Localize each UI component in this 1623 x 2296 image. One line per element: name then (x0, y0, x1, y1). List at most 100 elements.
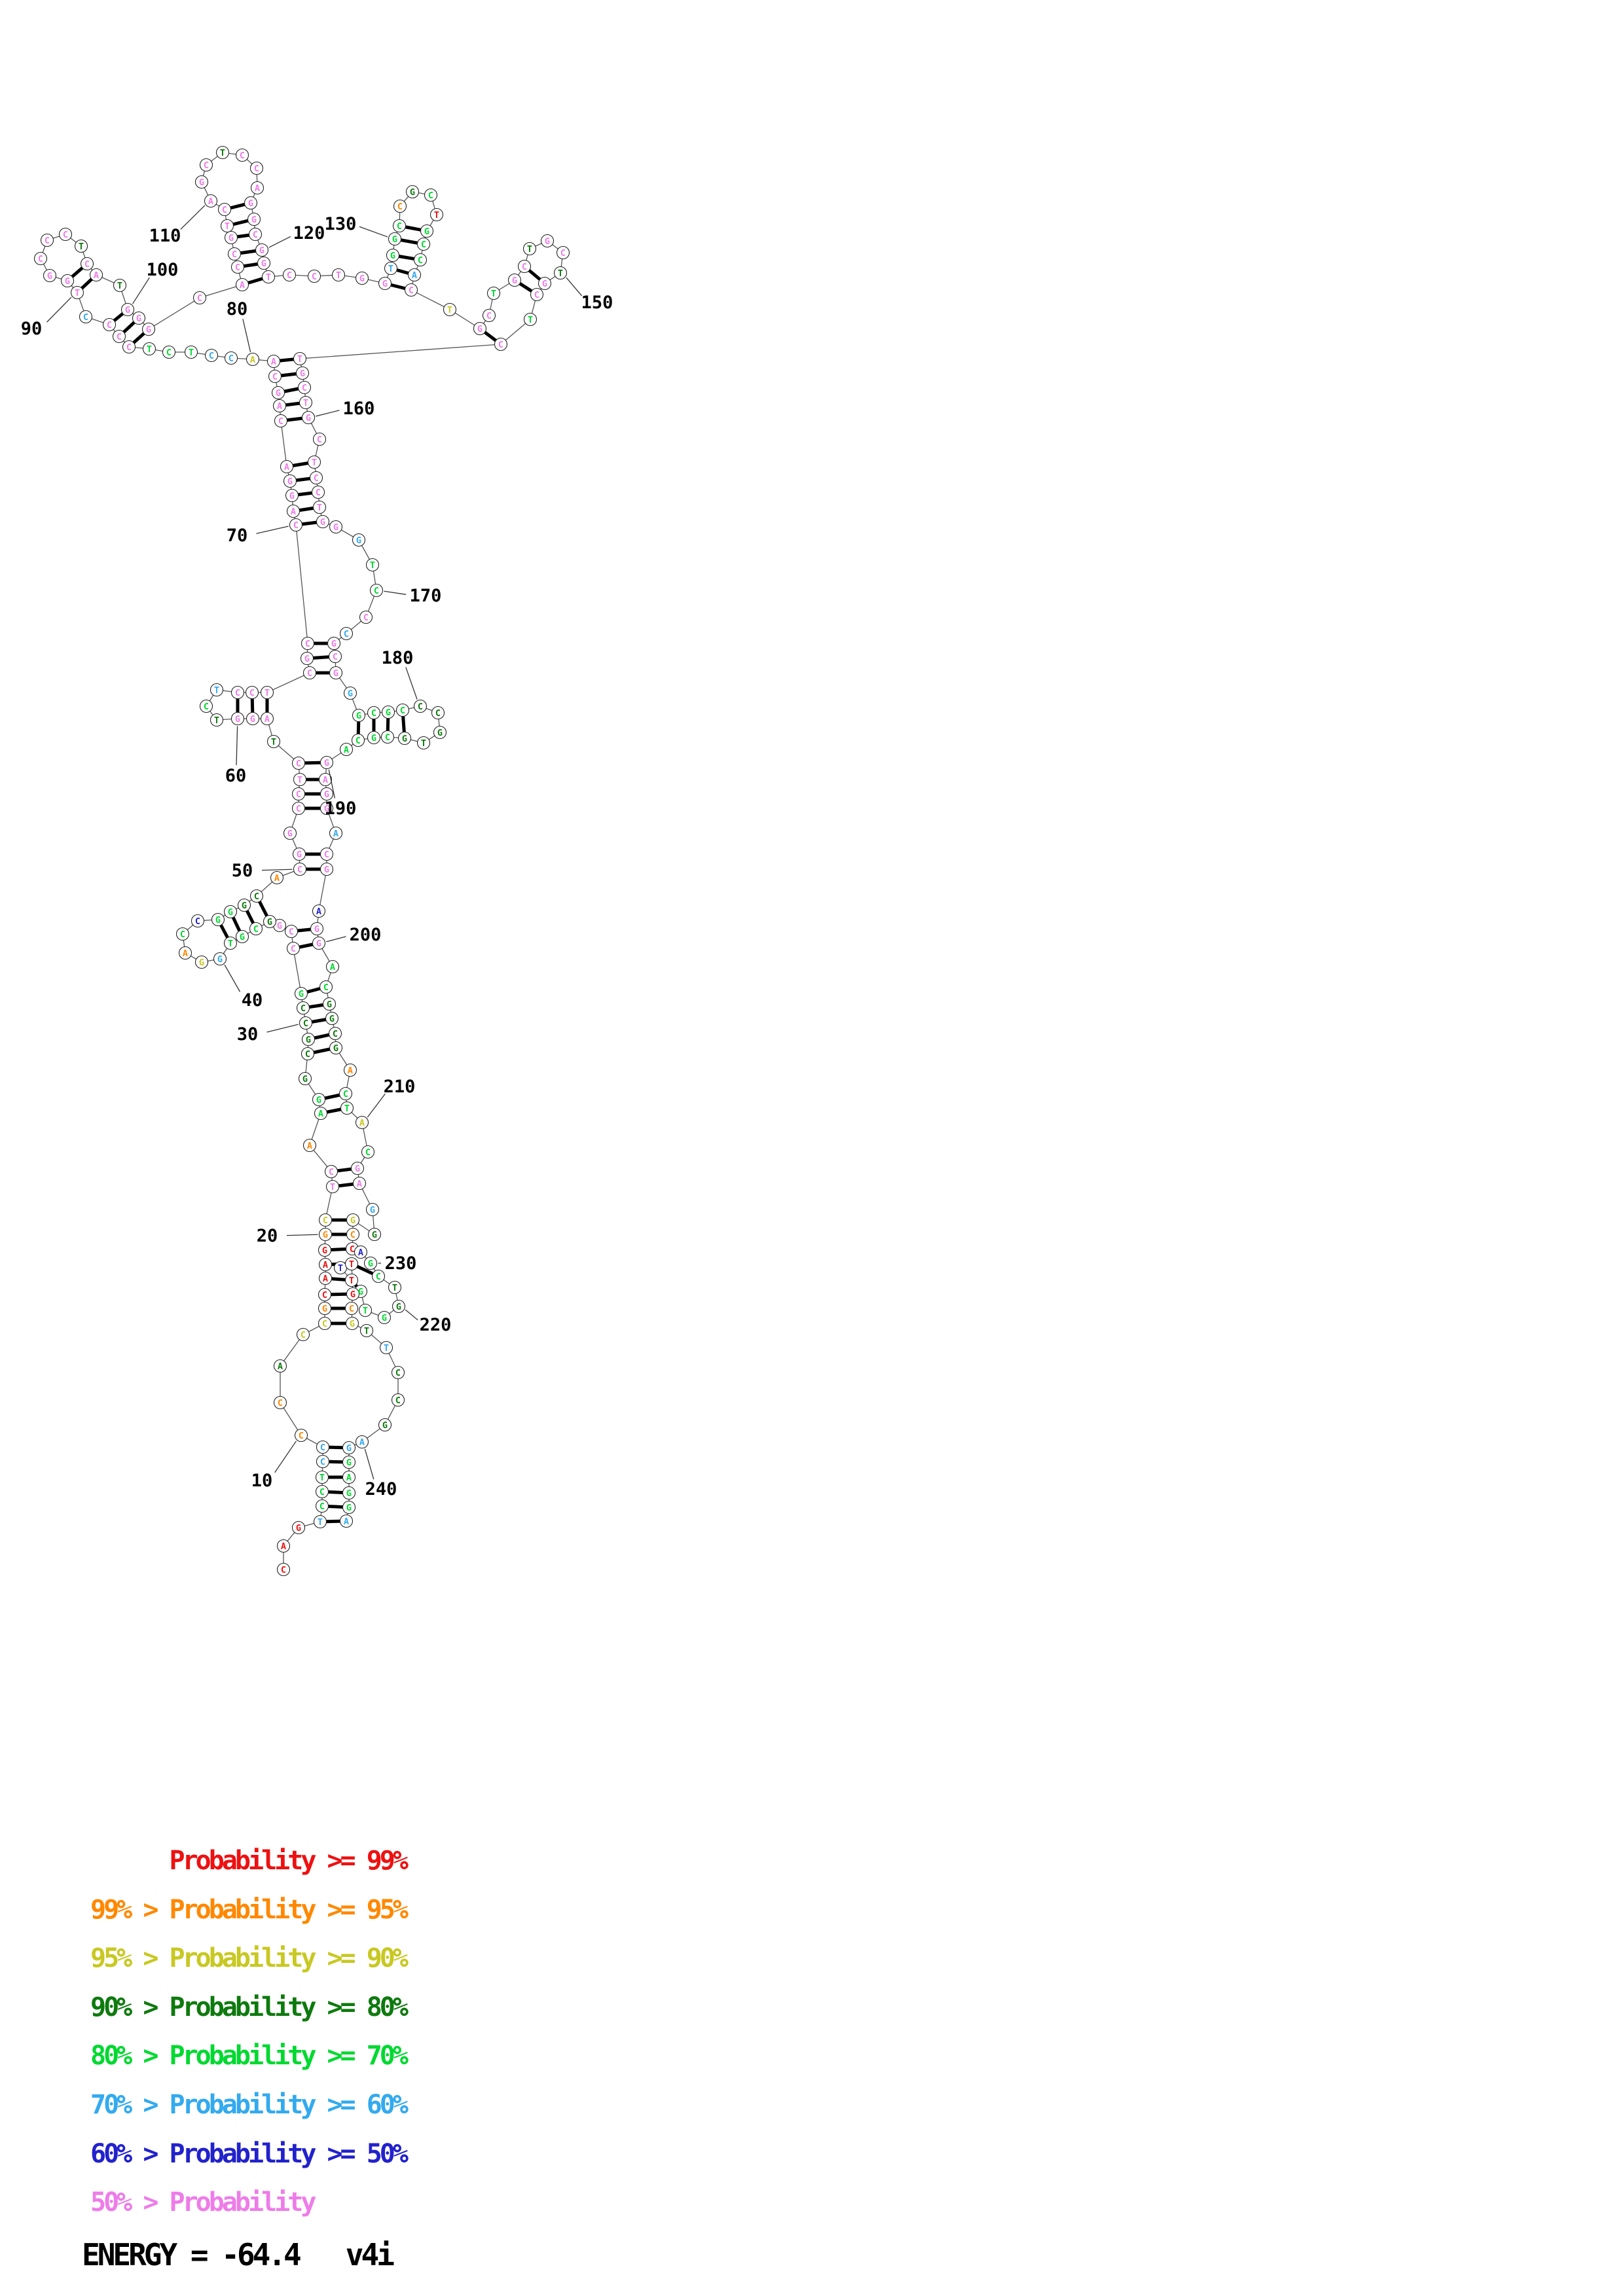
nucleotide-circle (261, 270, 276, 284)
nucleotide-base-letter: G (331, 639, 337, 649)
nucleotide-circle (230, 685, 245, 700)
nucleotide-base-letter: C (343, 1089, 348, 1100)
nucleotide-base-letter: T (266, 272, 271, 283)
nucleotide-base-letter: T (434, 210, 439, 221)
nucleotide-circle (329, 1041, 343, 1055)
nucleotide-circle (230, 260, 245, 274)
nucleotide-base-letter: G (297, 850, 302, 860)
nucleotide-circle (319, 980, 333, 994)
nucleotide-circle (358, 1303, 373, 1318)
nucleotide-circle (244, 196, 258, 210)
nucleotide-base-letter: G (299, 989, 304, 999)
nucleotide-base-letter: T (349, 1259, 354, 1270)
legend-row-1: 99% > Probability >= 95% (90, 1894, 409, 1925)
nucleotide-circle (340, 1101, 354, 1115)
nucleotide-base-letter: C (253, 924, 259, 935)
nucleotide-circle (522, 242, 537, 256)
nucleotide-circle (246, 352, 260, 367)
nucleotide-circle (301, 1047, 315, 1061)
nucleotide-circle (194, 175, 209, 189)
nucleotide-circle (367, 1227, 382, 1242)
nucleotide-base-letter: T (338, 1263, 343, 1274)
nucleotide-circle (227, 247, 242, 261)
nucleotide-circle (178, 946, 192, 960)
nucleotide-base-letter: C (301, 1003, 306, 1014)
nucleotide-circle (294, 986, 308, 1001)
nucleotide-base-letter: C (350, 1244, 355, 1255)
nucleotide-circle (352, 533, 366, 547)
nucleotide-circle (301, 410, 316, 425)
nucleotide-circle (249, 922, 263, 936)
position-label: 90 (21, 319, 43, 339)
nucleotide-circle (318, 1316, 332, 1331)
position-label: 110 (149, 226, 181, 246)
nucleotide-circle (142, 342, 156, 356)
position-label-line (286, 1234, 318, 1236)
nucleotide-circle (192, 291, 207, 305)
nucleotide-base-letter: G (217, 954, 223, 965)
nucleotide-base-letter: A (359, 1437, 365, 1448)
position-label: 20 (257, 1226, 278, 1246)
nucleotide-circle (486, 286, 501, 300)
nucleotide-circle (378, 276, 392, 291)
position-label-line (46, 296, 72, 323)
nucleotide-circle (211, 912, 225, 927)
nucleotide-circle (296, 1001, 310, 1015)
nucleotide-base-letter: A (316, 906, 321, 917)
nucleotide-base-letter: G (542, 279, 547, 289)
nucleotide-base-letter: G (512, 276, 517, 286)
nucleotide-base-letter: C (195, 916, 200, 927)
position-label: 120 (293, 223, 325, 243)
nucleotide-circle (223, 905, 238, 919)
nucleotide-circle (280, 459, 294, 474)
nucleotide-circle (378, 1418, 392, 1432)
nucleotide-circle (184, 345, 198, 359)
nucleotide-base-letter: G (348, 689, 353, 699)
nucleotide-circle (210, 683, 224, 697)
nucleotide-base-letter: C (254, 164, 259, 174)
nucleotide-base-letter: C (84, 259, 90, 270)
nucleotide-circle (307, 455, 321, 469)
nucleotide-base-letter: C (320, 1457, 325, 1467)
energy-text: ENERGY = -64.4 v4i (82, 2237, 395, 2272)
nucleotide-base-letter: G (333, 522, 338, 533)
nucleotide-base-letter: G (146, 325, 151, 335)
nucleotide-base-letter: C (374, 586, 379, 596)
nucleotide-circle (517, 259, 532, 274)
nucleotide-base-letter: C (107, 320, 112, 331)
nucleotide-base-letter: G (322, 1246, 327, 1256)
nucleotide-circle (325, 1179, 340, 1194)
nucleotide-circle (60, 274, 75, 288)
nucleotide-base-letter: C (344, 629, 349, 639)
nucleotide-base-letter: A (348, 1066, 353, 1076)
nucleotide-base-letter: A (291, 507, 296, 517)
nucleotide-base-letter: G (276, 388, 281, 399)
nucleotide-base-letter: T (317, 503, 322, 513)
position-label-line (180, 205, 206, 230)
nucleotide-circle (286, 941, 301, 956)
position-label: 60 (225, 766, 247, 786)
nucleotide-circle (346, 1213, 360, 1227)
nucleotide-base-letter: C (376, 1272, 381, 1282)
nucleotide-base-letter: T (349, 1276, 354, 1286)
nucleotide-base-letter: T (297, 775, 302, 785)
nucleotide-base-letter: C (333, 652, 338, 662)
nucleotide-base-letter: C (305, 639, 310, 649)
position-label: 170 (410, 586, 442, 606)
nucleotide-circle (482, 308, 496, 323)
nucleotide-circle (272, 399, 287, 413)
nucleotide-circle (112, 329, 126, 344)
nucleotide-base-letter: C (278, 1398, 283, 1408)
nucleotide-base-letter: C (395, 1368, 401, 1378)
nucleotide-base-letter: G (323, 1230, 328, 1240)
nucleotide-base-letter: C (322, 1319, 327, 1329)
nucleotide-base-letter: G (324, 758, 329, 768)
position-label: 180 (382, 648, 414, 668)
nucleotide-base-letter: G (324, 804, 329, 814)
nucleotide-base-letter: A (94, 270, 99, 281)
nucleotide-circle (319, 755, 334, 770)
nucleotide-circle (284, 924, 299, 939)
nucleotide-circle (355, 1115, 369, 1130)
nucleotide-circle (315, 1470, 329, 1484)
nucleotide-circle (289, 518, 303, 532)
